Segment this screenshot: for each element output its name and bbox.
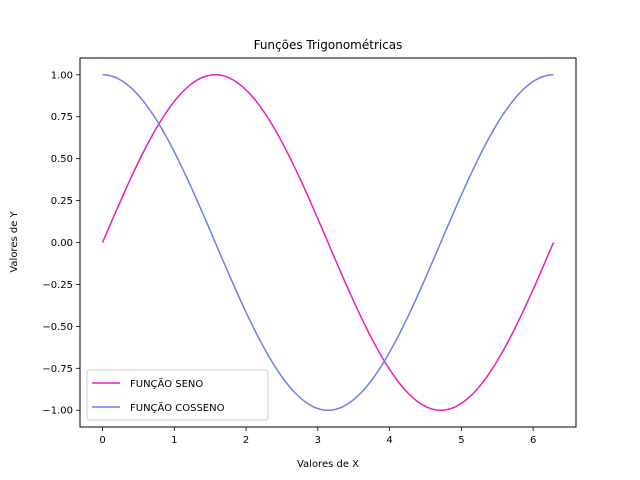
y-tick-label: 0.50: [51, 154, 73, 165]
x-axis: 0 1 2 3 4 5 6: [99, 427, 536, 446]
x-tick-label: 4: [386, 435, 392, 446]
y-tick-label: 0.75: [51, 112, 73, 123]
y-tick-label: 1.00: [51, 70, 73, 81]
y-axis: −1.00 −0.75 −0.50 −0.25 0.00 0.25 0.50 0.75 1.00: [42, 70, 80, 417]
legend-label-seno: FUNÇÃO SENO: [130, 377, 203, 390]
y-axis-label: Valores de Y: [9, 210, 20, 272]
x-axis-label: Valores de X: [297, 459, 359, 470]
y-tick-label: 0.00: [51, 238, 73, 249]
y-tick-label: 0.25: [51, 196, 73, 207]
legend: FUNÇÃO SENO FUNÇÃO COSSENO: [86, 369, 269, 421]
series-line-cosseno: [102, 74, 554, 411]
y-tick-label: −0.75: [42, 364, 73, 375]
x-tick-label: 0: [99, 435, 105, 446]
chart-title: Funções Trigonométricas: [254, 38, 403, 52]
y-tick-label: −0.25: [42, 280, 73, 291]
x-tick-label: 3: [315, 435, 321, 446]
y-tick-label: −0.50: [42, 322, 73, 333]
y-tick-label: −1.00: [42, 406, 73, 417]
x-tick-label: 5: [458, 435, 464, 446]
plot-lines: [101, 74, 555, 411]
legend-label-cosseno: FUNÇÃO COSSENO: [130, 401, 225, 414]
x-tick-label: 1: [171, 435, 177, 446]
legend-box: [86, 369, 269, 421]
series-line-seno: [101, 74, 555, 411]
x-tick-label: 6: [530, 435, 536, 446]
x-tick-label: 2: [243, 435, 249, 446]
